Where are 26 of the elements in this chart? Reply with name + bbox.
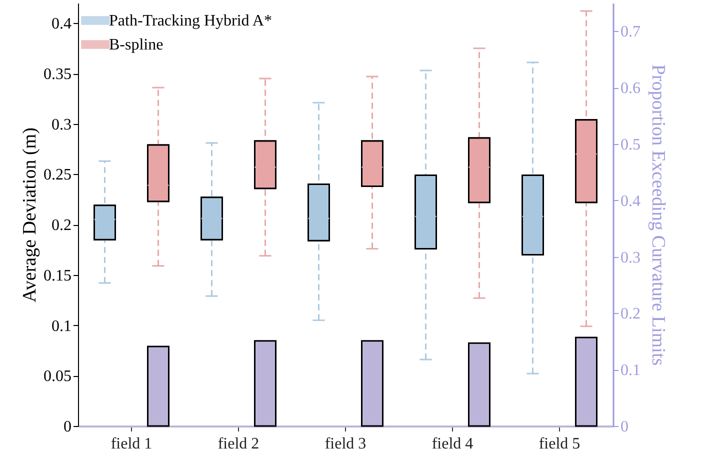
x-tick-label: field 3: [324, 436, 366, 452]
x-tick-label: field 5: [538, 436, 580, 452]
y2-tick-label: 0.7: [620, 24, 640, 41]
y-tick-label: 0: [64, 418, 72, 436]
y2-tick-label: 0.4: [620, 192, 640, 210]
y2-tick-label: 0.2: [620, 306, 640, 323]
y-tick-label: 0.15: [44, 267, 72, 284]
y-axis-title: Average Deviation (m): [20, 128, 40, 302]
y-tick-label: 0.4: [52, 16, 72, 33]
y-tick-label: 0.25: [44, 166, 72, 184]
y2-axis-title: Proportion Exceeding Curvature Limits: [648, 64, 668, 366]
x-tick-label: field 4: [432, 436, 474, 452]
x-tick-label: field 1: [110, 436, 152, 452]
y2-tick-label: 0.6: [620, 80, 640, 98]
x-tick-label: field 2: [218, 436, 260, 452]
y2-tick-label: 0: [620, 418, 628, 436]
y2-tick-label: 0.3: [620, 249, 640, 266]
y-tick-label: 0.35: [44, 66, 72, 83]
legend-label: Path-Tracking Hybrid A*: [109, 12, 272, 30]
y-tick-label: 0.2: [52, 217, 72, 234]
y2-tick-label: 0.1: [620, 362, 640, 380]
y-tick-label: 0.05: [44, 368, 72, 386]
y-tick-label: 0.3: [52, 116, 72, 134]
y2-tick-label: 0.5: [620, 136, 640, 154]
legend-label: B-spline: [109, 36, 164, 54]
y-tick-label: 0.1: [52, 318, 72, 335]
